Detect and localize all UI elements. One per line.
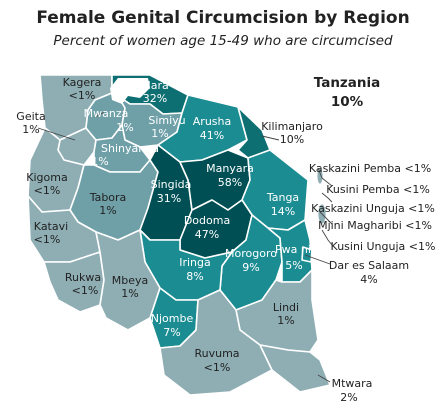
label-dodoma-value: 47% <box>195 228 219 241</box>
label-kigoma-value: <1% <box>34 184 61 197</box>
label-morogoro-name: Morogoro <box>225 247 277 260</box>
lake-victoria <box>110 78 150 104</box>
label-kusini-pemba: Kusini Pemba <1% <box>326 183 430 196</box>
region-dar-es-salaam <box>301 246 313 263</box>
label-kaskazini-unguja: Kaskazini Unguja <1% <box>311 202 435 215</box>
label-pwani-value: 5% <box>285 259 302 272</box>
label-shinyanga-name: Shinyanga <box>101 142 159 155</box>
label-iringa-value: 8% <box>186 270 203 283</box>
label-njombe-name: Njombe <box>151 312 194 325</box>
label-mara-name: Mara <box>141 79 169 92</box>
label-dar-es-salaam-value: 4% <box>360 273 377 286</box>
label-mtwara-value: 2% <box>340 391 357 404</box>
label-geita-value: 1% <box>22 123 39 136</box>
island-pemba <box>316 167 324 185</box>
label-mbeya-name: Mbeya <box>112 274 149 287</box>
label-njombe-value: 7% <box>163 326 180 339</box>
label-morogoro-value: 9% <box>242 261 259 274</box>
label-tanga-value: 14% <box>271 205 295 218</box>
label-manyara-value: 58% <box>218 176 242 189</box>
label-kagera-value: <1% <box>69 89 96 102</box>
region-mtwara <box>259 344 331 393</box>
label-mara-value: 32% <box>143 92 167 105</box>
label-ruvuma-name: Ruvuma <box>194 347 239 360</box>
label-singida-value: 31% <box>157 192 181 205</box>
region-ruvuma <box>159 289 273 396</box>
map-title: Female Genital Circumcision by Region <box>36 8 410 28</box>
label-ruvuma-value: <1% <box>204 361 231 374</box>
label-arusha-value: 41% <box>200 129 224 142</box>
country-value: 10% <box>331 94 364 110</box>
label-kagera-name: Kagera <box>63 76 102 89</box>
label-mtwara-name: Mtwara <box>332 377 373 390</box>
label-shinyanga-value: 1% <box>91 155 108 168</box>
label-manyara-name: Manyara <box>206 162 254 175</box>
label-simiyu-value: 1% <box>151 127 168 140</box>
label-kigoma-name: Kigoma <box>26 171 67 184</box>
label-tabora-value: 1% <box>99 204 116 217</box>
label-kaskazini-pemba: Kaskazini Pemba <1% <box>309 162 431 175</box>
label-mwanza-name: Mwanza <box>84 107 129 120</box>
label-mjini-magharibi: Mjini Magharibi <1% <box>318 219 432 232</box>
label-tabora-name: Tabora <box>89 191 127 204</box>
label-mwanza-value: 1% <box>116 121 133 134</box>
label-katavi-value: <1% <box>34 233 61 246</box>
label-geita-name: Geita <box>16 110 45 123</box>
label-mbeya-value: 1% <box>121 287 138 300</box>
label-dar-es-salaam-name: Dar es Salaam <box>329 259 409 272</box>
label-kilimanjaro-value: 10% <box>280 133 304 146</box>
label-iringa-name: Iringa <box>179 256 211 269</box>
region-mbeya <box>95 229 161 331</box>
label-katavi-name: Katavi <box>34 220 68 233</box>
label-kilimanjaro-name: Kilimanjaro <box>261 120 323 133</box>
label-pwani-name: Pwa ni <box>275 243 311 256</box>
country-name: Tanzania <box>314 75 381 91</box>
map-subtitle: Percent of women age 15-49 who are circu… <box>53 33 393 49</box>
label-rukwa-value: <1% <box>72 284 99 297</box>
label-lindi-name: Lindi <box>273 301 299 314</box>
label-lindi-value: 1% <box>277 314 294 327</box>
label-kusini-unguja: Kusini Unguja <1% <box>331 240 436 253</box>
label-tanga-name: Tanga <box>266 191 299 204</box>
label-rukwa-name: Rukwa <box>65 271 101 284</box>
leader-lines <box>37 111 333 383</box>
label-dodoma-name: Dodoma <box>184 214 230 227</box>
label-arusha-name: Arusha <box>193 115 231 128</box>
label-simiyu-name: Simiyu <box>148 114 185 127</box>
label-singida-name: Singida <box>151 178 192 191</box>
